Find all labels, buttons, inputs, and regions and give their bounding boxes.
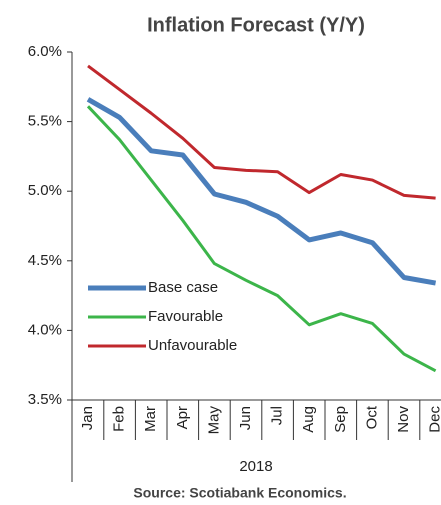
x-tick-label: Jul [269, 406, 286, 425]
x-tick-label: May [205, 406, 222, 435]
y-tick-label: 6.0% [28, 43, 62, 60]
x-tick-label: Oct [363, 405, 380, 429]
series-line [87, 64, 436, 200]
y-tick-label: 5.5% [28, 113, 62, 130]
x-tick-label: Jan [79, 406, 96, 430]
y-tick-label: 4.5% [28, 252, 62, 269]
x-tick-label: Mar [142, 406, 159, 432]
y-tick-label: 3.5% [28, 391, 62, 408]
legend-label: Favourable [148, 308, 223, 325]
x-tick-label: Dec [427, 406, 441, 433]
legend-label: Unfavourable [148, 337, 237, 354]
x-tick-label: Nov [395, 406, 412, 433]
x-axis-label: 2018 [239, 458, 272, 475]
source-note: Source: Scotiabank Economics. [133, 485, 346, 501]
x-tick-label: Apr [174, 406, 191, 429]
y-tick-label: 5.0% [28, 182, 62, 199]
x-tick-label: Sep [332, 406, 349, 433]
legend-label: Base case [148, 279, 218, 296]
series-line [86, 97, 437, 286]
y-tick-label: 4.0% [28, 321, 62, 338]
chart-title: Inflation Forecast (Y/Y) [147, 14, 365, 36]
x-tick-label: Aug [300, 406, 317, 433]
series-line [86, 105, 437, 373]
x-tick-label: Feb [111, 406, 128, 432]
x-tick-label: Jun [237, 406, 254, 430]
